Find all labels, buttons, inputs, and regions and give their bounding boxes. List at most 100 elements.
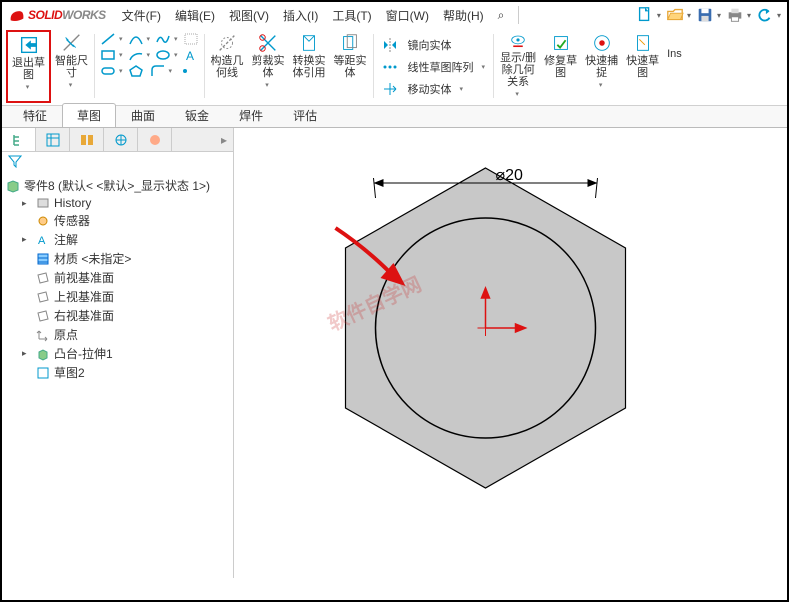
trim-label: 剪裁实 体 — [252, 55, 285, 79]
smart-dimension-button[interactable]: 智能尺 寸 ▾ — [51, 30, 92, 103]
ribbon-divider — [94, 34, 95, 98]
arc-tool[interactable] — [127, 48, 145, 62]
tab-sheetmetal[interactable]: 钣金 — [170, 103, 224, 127]
menu-edit[interactable]: 编辑(E) — [169, 5, 221, 26]
new-doc-button[interactable] — [633, 3, 657, 27]
show-relations-button[interactable]: 显示/删 除几何 关系▾ — [496, 30, 540, 103]
workspace: ▸ 零件8 (默认< <默认>_显示状态 1>) ▸History 传感器 ▸A… — [2, 128, 787, 578]
save-button[interactable] — [693, 3, 717, 27]
tree-right-plane[interactable]: 右视基准面 — [4, 306, 231, 325]
ribbon-divider — [204, 34, 205, 98]
rapid-label: 快速草 图 — [626, 55, 659, 79]
menu-help[interactable]: 帮助(H) — [437, 5, 490, 26]
menu-view[interactable]: 视图(V) — [223, 5, 275, 26]
ribbon-divider — [493, 34, 494, 98]
exit-sketch-button[interactable]: 退出草 图 ▾ — [6, 30, 51, 103]
open-button[interactable] — [663, 3, 687, 27]
sketch-tools-group: ▾ ▾ ▾ ▾ ▾ ▾ A ▾ ▾ — [97, 30, 202, 103]
menu-tools[interactable]: 工具(T) — [326, 5, 377, 26]
panel-tabs: ▸ — [2, 128, 233, 152]
feature-manager: ▸ 零件8 (默认< <默认>_显示状态 1>) ▸History 传感器 ▸A… — [2, 128, 234, 578]
property-tab[interactable] — [36, 128, 70, 151]
instant-button[interactable]: Ins — [663, 30, 686, 103]
panel-expand[interactable]: ▸ — [172, 128, 233, 151]
logo-text: SOLIDWORKS — [28, 8, 106, 22]
tab-sketch[interactable]: 草图 — [62, 103, 116, 127]
quick-access-toolbar: ▾ ▾ ▾ ▾ ▾ — [633, 3, 781, 27]
undo-button[interactable] — [753, 3, 777, 27]
svg-text:A: A — [186, 49, 194, 62]
menu-window[interactable]: 窗口(W) — [380, 5, 435, 26]
tab-weldment[interactable]: 焊件 — [224, 103, 278, 127]
tree-annotations[interactable]: ▸A注解 — [4, 230, 231, 249]
dropdown-icon[interactable]: ▾ — [26, 82, 30, 94]
polygon-tool[interactable] — [127, 64, 145, 78]
spline-tool[interactable] — [154, 32, 172, 46]
move-entities-button[interactable]: 移动实体▾ — [382, 81, 486, 97]
tab-evaluate[interactable]: 评估 — [278, 103, 332, 127]
slot-tool[interactable] — [99, 64, 117, 78]
dimxpert-tab[interactable] — [104, 128, 138, 151]
feature-tree-tab[interactable] — [2, 128, 36, 151]
menu-search[interactable]: ⌕ — [492, 6, 511, 25]
inst-label: Ins — [667, 48, 682, 60]
dropdown-icon[interactable]: ▾ — [687, 11, 691, 20]
smart-dim-label: 智能尺 寸 — [55, 55, 88, 79]
mirror-entities-button[interactable]: 镜向实体 — [382, 37, 486, 53]
tree-history[interactable]: ▸History — [4, 195, 231, 211]
ribbon-divider — [373, 34, 374, 98]
tree-top-plane[interactable]: 上视基准面 — [4, 287, 231, 306]
graphics-area[interactable]: ⌀20 软件自学网 — [234, 128, 787, 578]
tree-material[interactable]: 材质 <未指定> — [4, 249, 231, 268]
print-button[interactable] — [723, 3, 747, 27]
app-logo: SOLIDWORKS — [8, 6, 106, 24]
dropdown-icon[interactable]: ▾ — [777, 11, 781, 20]
dropdown-icon[interactable]: ▾ — [69, 80, 73, 92]
svg-text:A: A — [38, 235, 46, 247]
ribbon: 退出草 图 ▾ 智能尺 寸 ▾ ▾ ▾ ▾ ▾ ▾ ▾ A ▾ ▾ 构造几 何线 — [2, 28, 787, 106]
curve-tool[interactable] — [127, 32, 145, 46]
dropdown-icon[interactable]: ▾ — [717, 11, 721, 20]
repair-label: 修复草 图 — [544, 55, 577, 79]
command-tabs: 特征 草图 曲面 钣金 焊件 评估 — [2, 106, 787, 128]
repair-sketch-button[interactable]: 修复草 图 — [540, 30, 581, 103]
tab-features[interactable]: 特征 — [8, 103, 62, 127]
line-tool[interactable] — [99, 32, 117, 46]
trim-button[interactable]: 剪裁实 体▾ — [248, 30, 289, 103]
feature-tree: 零件8 (默认< <默认>_显示状态 1>) ▸History 传感器 ▸A注解… — [2, 172, 233, 578]
tree-origin[interactable]: 原点 — [4, 325, 231, 344]
model-view: ⌀20 — [234, 128, 787, 578]
tree-root[interactable]: 零件8 (默认< <默认>_显示状态 1>) — [4, 176, 231, 195]
construction-label: 构造几 何线 — [211, 55, 244, 79]
menu-file[interactable]: 文件(F) — [116, 5, 167, 26]
fillet-tool[interactable] — [149, 64, 167, 78]
menu-bar: SOLIDWORKS 文件(F) 编辑(E) 视图(V) 插入(I) 工具(T)… — [2, 2, 787, 28]
render-tab[interactable] — [138, 128, 172, 151]
dropdown-icon[interactable]: ▾ — [747, 11, 751, 20]
text-tool[interactable]: A — [182, 48, 200, 62]
filter-row — [2, 152, 233, 172]
tree-front-plane[interactable]: 前视基准面 — [4, 268, 231, 287]
construction-geom-button[interactable]: 构造几 何线 — [207, 30, 248, 103]
offset-button[interactable]: 等距实 体 — [330, 30, 371, 103]
rapid-sketch-button[interactable]: 快速草 图 — [622, 30, 663, 103]
ellipse-tool[interactable] — [154, 48, 172, 62]
grid-tool[interactable] — [182, 32, 200, 46]
dropdown-icon[interactable]: ▾ — [657, 11, 661, 20]
tree-sensors[interactable]: 传感器 — [4, 211, 231, 230]
tree-extrude[interactable]: ▸凸台-拉伸1 — [4, 344, 231, 363]
menu-insert[interactable]: 插入(I) — [277, 5, 324, 26]
linear-pattern-button[interactable]: 线性草图阵列▾ — [382, 59, 486, 75]
exit-sketch-label: 退出草 图 — [12, 57, 45, 81]
tree-sketch[interactable]: 草图2 — [4, 363, 231, 382]
filter-icon[interactable] — [8, 154, 22, 168]
show-relations-label: 显示/删 除几何 关系 — [500, 52, 536, 88]
quick-snaps-button[interactable]: 快速捕 捉▾ — [581, 30, 622, 103]
convert-label: 转换实 体引用 — [293, 55, 326, 79]
rect-tool[interactable] — [99, 48, 117, 62]
logo-icon — [8, 6, 26, 24]
convert-entities-button[interactable]: 转换实 体引用 — [289, 30, 330, 103]
config-tab[interactable] — [70, 128, 104, 151]
tab-surface[interactable]: 曲面 — [116, 103, 170, 127]
point-tool[interactable] — [176, 64, 194, 78]
